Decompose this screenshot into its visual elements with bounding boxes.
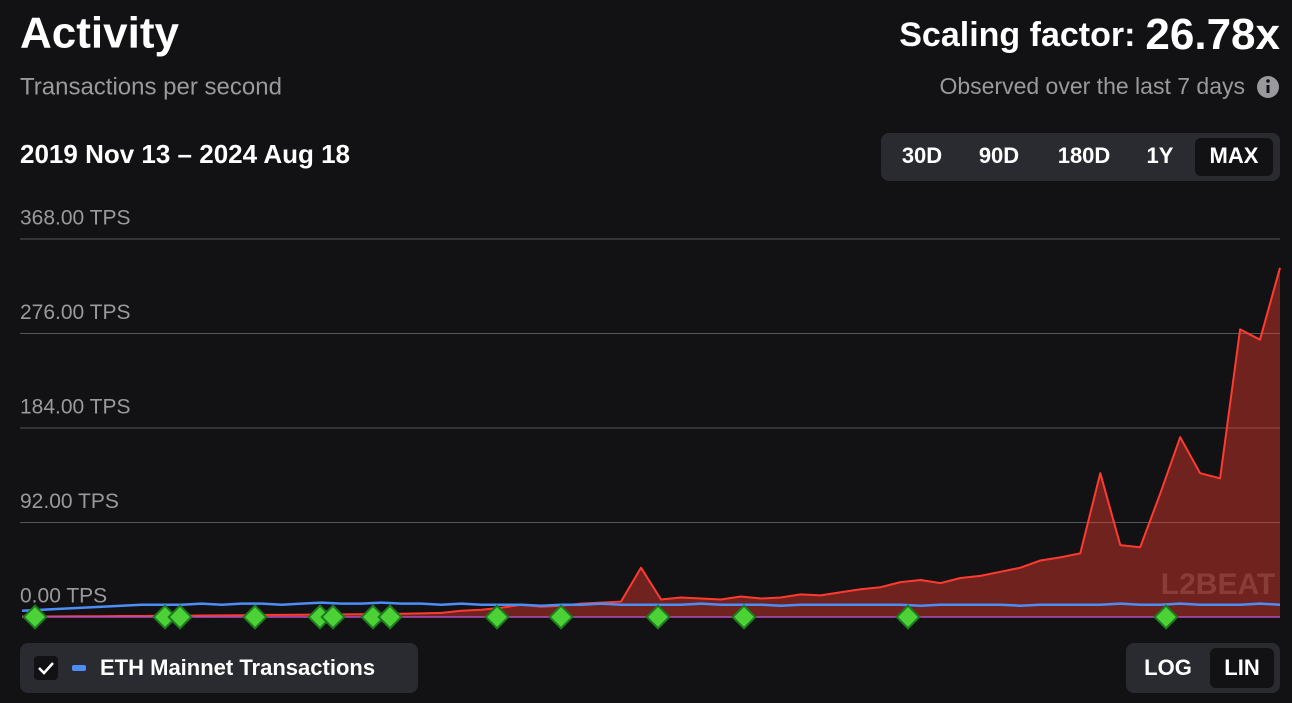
legend-swatch xyxy=(72,665,86,671)
milestone-marker[interactable] xyxy=(360,604,386,630)
y-tick-label: 184.00 TPS xyxy=(20,396,131,419)
scaling-factor: Scaling factor: 26.78x xyxy=(899,10,1280,59)
range-button[interactable]: MAX xyxy=(1210,143,1259,168)
range-selected-bg xyxy=(1195,138,1273,176)
legend-label: ETH Mainnet Transactions xyxy=(100,655,375,680)
milestone-marker[interactable] xyxy=(307,604,333,630)
series-line xyxy=(22,267,1281,618)
date-range: 2019 Nov 13 – 2024 Aug 18 xyxy=(20,139,350,169)
info-dot xyxy=(1266,79,1270,83)
milestone-marker[interactable] xyxy=(167,604,193,630)
watermark: L2BEAT xyxy=(1161,568,1275,601)
observed-note: Observed over the last 7 days xyxy=(939,73,1245,99)
title: Activity xyxy=(20,9,179,58)
milestone-marker[interactable] xyxy=(320,604,346,630)
scale-button[interactable]: LIN xyxy=(1224,655,1259,680)
scale-selected-bg xyxy=(1210,648,1274,688)
milestone-marker[interactable] xyxy=(645,604,671,630)
milestone-marker[interactable] xyxy=(242,604,268,630)
milestone-marker[interactable] xyxy=(731,604,757,630)
scale-button[interactable]: LOG xyxy=(1144,655,1192,680)
milestone-marker[interactable] xyxy=(377,604,403,630)
range-button[interactable]: 1Y xyxy=(1147,143,1174,168)
y-tick-label: 92.00 TPS xyxy=(20,490,119,513)
milestone-marker[interactable] xyxy=(484,604,510,630)
milestone-marker[interactable] xyxy=(1153,604,1179,630)
range-selector xyxy=(881,133,1280,181)
series-line xyxy=(21,601,1281,613)
subtitle: Transactions per second xyxy=(20,73,282,100)
check-icon xyxy=(38,662,54,675)
info-icon[interactable] xyxy=(1257,76,1279,98)
legend-checkbox[interactable] xyxy=(34,656,58,680)
range-button[interactable]: 30D xyxy=(902,143,942,168)
area-fill xyxy=(22,267,1280,617)
range-button[interactable]: 180D xyxy=(1058,143,1111,168)
info-stem xyxy=(1266,85,1270,93)
y-tick-label: 0.00 TPS xyxy=(20,585,107,608)
range-button[interactable]: 90D xyxy=(979,143,1019,168)
milestone-marker[interactable] xyxy=(152,604,178,630)
scaling-label: Scaling factor: xyxy=(899,16,1135,54)
milestone-marker[interactable] xyxy=(895,604,921,630)
scaling-value: 26.78x xyxy=(1145,10,1280,59)
y-tick-label: 276.00 TPS xyxy=(20,301,131,324)
milestone-marker[interactable] xyxy=(548,604,574,630)
legend-box xyxy=(20,643,418,693)
y-tick-label: 368.00 TPS xyxy=(20,207,131,230)
milestone-marker[interactable] xyxy=(22,604,48,630)
